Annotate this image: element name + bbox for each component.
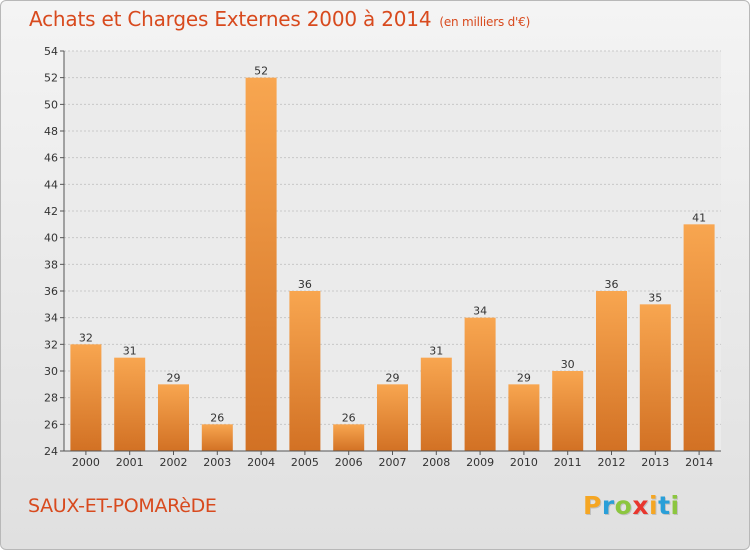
y-tick-label: 46 <box>44 152 58 165</box>
bar <box>201 424 233 451</box>
y-tick-label: 44 <box>44 178 58 191</box>
x-tick-label: 2001 <box>116 456 144 469</box>
bar <box>158 384 189 451</box>
proxiti-logo: Proxiti <box>583 491 680 520</box>
bar-value-label: 52 <box>254 65 268 78</box>
bar-value-label: 36 <box>298 278 312 291</box>
y-tick-label: 30 <box>44 365 58 378</box>
logo-letter: r <box>601 491 615 520</box>
bar <box>596 291 627 451</box>
bar-value-label: 31 <box>123 345 137 358</box>
x-tick-label: 2010 <box>510 456 538 469</box>
bar <box>508 384 540 451</box>
y-tick-label: 40 <box>44 232 58 245</box>
y-tick-label: 42 <box>44 205 58 218</box>
x-tick-label: 2014 <box>685 456 713 469</box>
bar-value-label: 34 <box>473 305 487 318</box>
x-tick-label: 2013 <box>641 456 669 469</box>
y-tick-label: 38 <box>44 258 58 271</box>
chart-title-main: Achats et Charges Externes 2000 à 2014 <box>29 7 432 31</box>
y-tick-label: 52 <box>44 72 58 85</box>
bar <box>464 317 496 451</box>
commune-name: SAUX-ET-POMARèDE <box>28 495 217 517</box>
bar <box>377 384 408 451</box>
y-tick-label: 32 <box>44 338 58 351</box>
bar <box>333 424 365 451</box>
y-tick-label: 34 <box>44 312 58 325</box>
x-tick-label: 2006 <box>335 456 363 469</box>
bar-value-label: 26 <box>210 411 224 424</box>
bar-value-label: 30 <box>561 358 575 371</box>
bar <box>289 291 321 451</box>
x-tick-label: 2008 <box>422 456 450 469</box>
x-tick-label: 2009 <box>466 456 494 469</box>
x-tick-label: 2003 <box>203 456 231 469</box>
bar-value-label: 29 <box>167 371 181 384</box>
bar <box>114 357 146 451</box>
y-tick-label: 28 <box>44 392 58 405</box>
bar <box>552 371 584 451</box>
logo-letter: t <box>658 491 671 520</box>
chart-title-unit: (en milliers d'€) <box>439 15 531 29</box>
x-tick-label: 2002 <box>160 456 188 469</box>
bar-value-label: 29 <box>386 371 400 384</box>
bar-value-label: 41 <box>692 211 706 224</box>
chart-title: Achats et Charges Externes 2000 à 2014 (e… <box>29 7 530 31</box>
x-tick-label: 2004 <box>247 456 275 469</box>
bar <box>683 224 715 451</box>
logo-letter: o <box>614 491 633 520</box>
y-tick-label: 26 <box>44 418 58 431</box>
y-tick-label: 48 <box>44 125 58 138</box>
bar-value-label: 36 <box>605 278 619 291</box>
logo-letter: i <box>649 491 659 520</box>
bar <box>639 304 671 451</box>
y-tick-label: 54 <box>44 45 58 58</box>
bar-value-label: 31 <box>429 345 443 358</box>
bar-value-label: 32 <box>79 331 93 344</box>
x-tick-label: 2000 <box>72 456 100 469</box>
x-tick-label: 2007 <box>379 456 407 469</box>
y-tick-label: 24 <box>44 445 58 458</box>
x-tick-label: 2012 <box>598 456 626 469</box>
logo-letter: P <box>583 491 602 520</box>
x-tick-label: 2005 <box>291 456 319 469</box>
y-tick-label: 36 <box>44 285 58 298</box>
y-tick-label: 50 <box>44 98 58 111</box>
x-tick-label: 2011 <box>554 456 582 469</box>
bar <box>245 77 277 452</box>
bar-value-label: 26 <box>342 411 356 424</box>
bar <box>70 344 102 451</box>
logo-letter: i <box>670 491 680 520</box>
bar-value-label: 35 <box>648 291 662 304</box>
bar <box>420 357 452 451</box>
logo-letter: x <box>632 491 649 520</box>
bar-value-label: 29 <box>517 371 531 384</box>
